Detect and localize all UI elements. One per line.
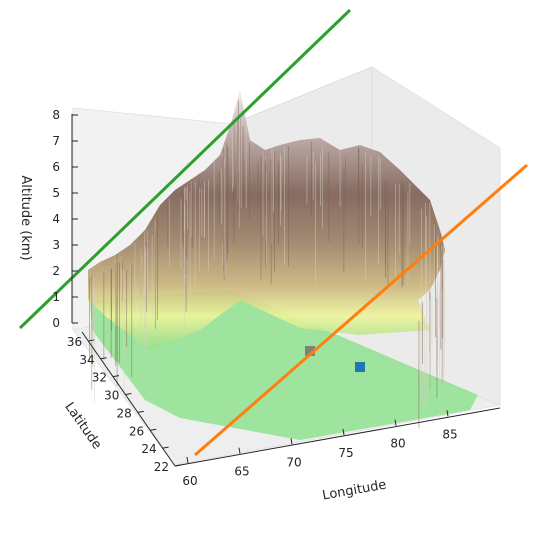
y-tick-label: 32: [92, 371, 107, 385]
y-tick-label: 36: [67, 335, 82, 349]
z-tick-label: 7: [52, 134, 60, 148]
z-tick-label: 1: [52, 290, 60, 304]
y-tick-label: 30: [104, 389, 119, 403]
x-tick-label: 60: [182, 474, 197, 488]
y-tick-mark: [162, 446, 169, 449]
z-tick-label: 6: [52, 160, 60, 174]
marker-square: [355, 362, 365, 372]
y-tick-label: 24: [141, 442, 156, 456]
y-tick-mark: [88, 339, 95, 342]
x-tick-mark: [186, 456, 189, 464]
x-axis-ticks: 60 65 70 75 80 85: [182, 410, 458, 488]
y-tick-mark: [137, 410, 144, 413]
y-axis-ticks: 22 24 26 28 30 32 34 36: [67, 335, 182, 474]
y-tick-label: 34: [79, 353, 94, 367]
y-axis-line: [81, 331, 176, 467]
x-tick-mark: [446, 410, 449, 417]
y-tick-label: 28: [117, 406, 132, 420]
x-axis-line: [174, 407, 501, 467]
x-tick-label: 65: [234, 465, 249, 479]
marker-square: [305, 346, 315, 356]
x-tick-mark: [342, 428, 345, 436]
z-axis-label: Altitude (km): [18, 175, 33, 260]
y-axis-label: Latitude: [61, 400, 104, 452]
y-tick-label: 22: [154, 460, 169, 474]
x-tick-label: 85: [442, 427, 457, 441]
z-tick-label: 0: [52, 316, 60, 330]
y-tick-mark: [112, 375, 120, 378]
overlay-lines: [18, 8, 528, 457]
x-tick-mark: [238, 447, 241, 454]
z-tick-label: 3: [52, 238, 60, 252]
z-tick-label: 5: [52, 186, 60, 200]
x-tick-label: 70: [286, 455, 301, 469]
pane-edge-top: [231, 66, 373, 125]
x-tick-mark: [290, 438, 293, 445]
y-tick-mark: [100, 357, 107, 360]
x-tick-label: 75: [338, 446, 353, 460]
x-axis-label: Longitude: [321, 478, 387, 504]
z-axis-ticks: 0 1 2 3 4 5 6 7 8: [52, 108, 78, 330]
overlay-line: [18, 8, 352, 330]
markers: [305, 346, 365, 372]
y-tick-label: 26: [129, 424, 144, 438]
y-tick-mark: [150, 428, 157, 431]
z-tick-label: 4: [52, 212, 60, 226]
z-tick-label: 8: [52, 108, 60, 122]
x-tick-label: 80: [390, 437, 405, 451]
x-tick-mark: [394, 419, 397, 426]
terrain-surface: [88, 90, 478, 440]
z-tick-label: 2: [52, 264, 60, 278]
y-tick-mark: [125, 393, 132, 396]
overlay-line: [194, 163, 528, 457]
